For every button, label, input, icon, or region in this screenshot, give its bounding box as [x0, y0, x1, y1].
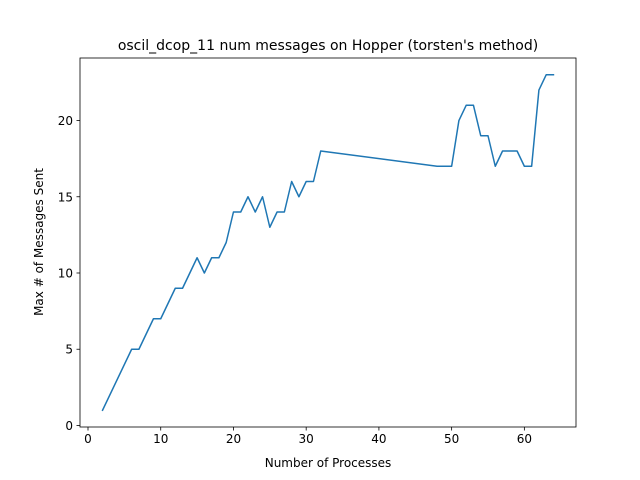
y-tick-label: 5 — [65, 343, 73, 357]
x-axis-label: Number of Processes — [265, 456, 392, 470]
x-tick-label: 20 — [226, 432, 241, 446]
x-tick-label: 0 — [84, 432, 92, 446]
axes-frame — [79, 57, 577, 428]
y-axis-label: Max # of Messages Sent — [32, 168, 46, 316]
y-tick-label: 10 — [58, 266, 73, 280]
y-tick-label: 15 — [58, 190, 73, 204]
x-tick-label: 10 — [153, 432, 168, 446]
series-line-0 — [101, 74, 555, 412]
y-tick-label: 20 — [58, 114, 73, 128]
x-tick-label: 60 — [517, 432, 532, 446]
x-tick-label: 50 — [444, 432, 459, 446]
x-tick-label: 40 — [371, 432, 386, 446]
chart-title: oscil_dcop_11 num messages on Hopper (to… — [118, 38, 538, 54]
plot-area: 0 10 20 30 40 50 60 0 5 10 15 20 — [58, 57, 577, 446]
y-tick-label: 0 — [65, 419, 73, 433]
x-tick-label: 30 — [299, 432, 314, 446]
